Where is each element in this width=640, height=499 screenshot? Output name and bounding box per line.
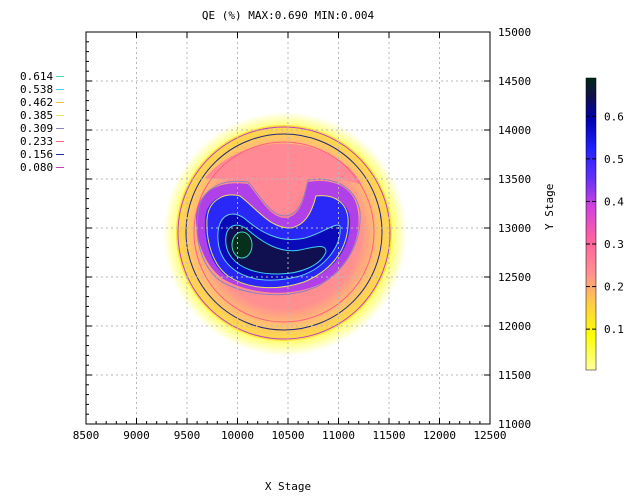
legend-entry: 0.156 <box>20 148 64 161</box>
colorbar-tick-label: 0.2 <box>604 281 624 294</box>
y-tick-label: 11000 <box>498 418 531 431</box>
peak-core <box>233 233 251 257</box>
x-tick-label: 9500 <box>174 429 201 442</box>
x-tick-label: 10500 <box>271 429 304 442</box>
y-tick-label: 15000 <box>498 26 531 39</box>
legend-value: 0.156 <box>20 148 54 161</box>
legend-value: 0.233 <box>20 135 54 148</box>
colorbar-tick-label: 0.6 <box>604 110 624 123</box>
contour-0614 <box>231 231 253 259</box>
legend-value: 0.538 <box>20 83 54 96</box>
legend-value: 0.614 <box>20 70 54 83</box>
legend-swatch <box>56 154 64 155</box>
x-tick-label: 9000 <box>123 429 150 442</box>
y-tick-label: 11500 <box>498 369 531 382</box>
y-tick-label: 13500 <box>498 173 531 186</box>
contour-legend: 0.614 0.538 0.462 0.385 0.309 0.233 0.15… <box>20 70 64 174</box>
contour-0156 <box>185 133 383 331</box>
colorbar-tick-label: 0.1 <box>604 323 624 336</box>
x-tick-label: 10000 <box>221 429 254 442</box>
x-axis-label: X Stage <box>264 480 312 493</box>
y-tick-label: 13000 <box>498 222 531 235</box>
x-tick-label: 11000 <box>322 429 355 442</box>
y-tick-label: 12000 <box>498 320 531 333</box>
contour-0385 <box>206 194 349 289</box>
colorbar-ticks: 0.1 0.2 0.3 0.4 0.5 0.6 <box>586 110 624 336</box>
legend-swatch <box>56 76 64 77</box>
grid-lines <box>85 31 491 425</box>
legend-entry: 0.233 <box>20 135 64 148</box>
x-tick-label: 12000 <box>423 429 456 442</box>
colorbar-tick-label: 0.3 <box>604 238 624 251</box>
x-tick-label: 8500 <box>73 429 100 442</box>
legend-entry: 0.080 <box>20 161 64 174</box>
legend-swatch <box>56 102 64 103</box>
x-tick-label: 11500 <box>372 429 405 442</box>
y-axis-label: Y Stage <box>543 183 556 230</box>
colorbar-tick-label: 0.5 <box>604 153 624 166</box>
y-tick-label: 12500 <box>498 271 531 284</box>
peak-region <box>225 225 326 274</box>
legend-swatch <box>56 89 64 90</box>
legend-entry: 0.385 <box>20 109 64 122</box>
colorbar <box>585 77 597 371</box>
y-tick-label: 14500 <box>498 75 531 88</box>
contour-lines <box>177 126 391 340</box>
legend-swatch <box>56 167 64 168</box>
contour-0080 <box>177 126 391 340</box>
x-tick-labels: 8500 9000 9500 10000 10500 11000 11500 12000 125… <box>73 429 507 442</box>
legend-value: 0.080 <box>20 161 54 174</box>
chart-title: QE (%) MAX:0.690 MIN:0.004 <box>201 9 375 22</box>
legend-swatch <box>56 115 64 116</box>
x-tick-label: 12500 <box>473 429 506 442</box>
contour-0462 <box>217 213 341 281</box>
y-tick-label: 14000 <box>498 124 531 137</box>
legend-entry: 0.614 <box>20 70 64 83</box>
legend-value: 0.309 <box>20 122 54 135</box>
legend-entry: 0.309 <box>20 122 64 135</box>
contour-0538 <box>225 224 327 275</box>
legend-value: 0.385 <box>20 109 54 122</box>
legend-entry: 0.462 <box>20 96 64 109</box>
y-tick-labels: 11000 11500 12000 12500 13000 13500 14000 14500… <box>498 26 531 431</box>
pink-upper-region <box>205 143 362 215</box>
contour-0309 <box>196 178 361 296</box>
legend-entry: 0.538 <box>20 83 64 96</box>
plot-frame <box>85 31 491 425</box>
colorbar-tick-label: 0.4 <box>604 195 624 208</box>
legend-swatch <box>56 128 64 129</box>
legend-swatch <box>56 141 64 142</box>
contour-0233 <box>193 141 375 323</box>
legend-value: 0.462 <box>20 96 54 109</box>
